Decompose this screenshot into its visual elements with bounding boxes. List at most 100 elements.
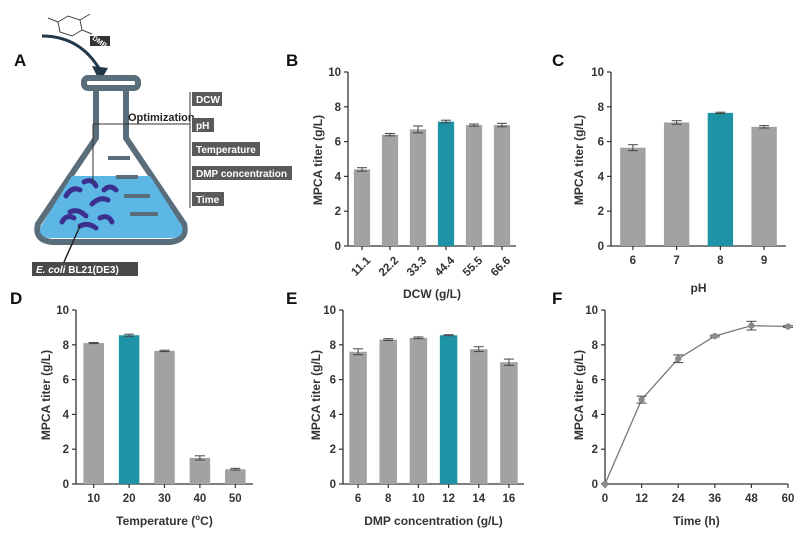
y-axis-title: MPCA titer (g/L) (572, 115, 586, 205)
y-tick-label: 2 (598, 206, 604, 218)
data-point (675, 355, 682, 362)
x-tick-label: 44.4 (433, 254, 458, 279)
series-line (604, 325, 789, 485)
x-tick-label: 60 (782, 493, 795, 505)
panel-d: D 0 2 4 6 8 10 MPCA titer (g/L) Temperature (oC)… (10, 289, 253, 528)
x-tick-label: 8 (717, 255, 724, 267)
x-tick-label: 10 (87, 493, 100, 505)
panel-letter-c: C (552, 51, 564, 70)
y-tick-label: 6 (592, 375, 598, 387)
flask-mouth (81, 75, 141, 91)
data-point (601, 480, 609, 488)
panel-e: E 0 2 4 6 8 10 MPCA titer (g/L) DMP concentratio… (286, 289, 524, 528)
x-tick-label: 10 (412, 493, 425, 505)
y-tick-label: 4 (63, 409, 70, 421)
y-tick-label: 2 (335, 206, 341, 218)
y-tick-label: 0 (63, 479, 69, 491)
y-tick-label: 4 (335, 171, 342, 183)
arrow-icon (41, 34, 102, 71)
panel-letter-b: B (286, 51, 298, 70)
factor-box-ph (192, 118, 214, 132)
panel-letter-d: D (10, 289, 22, 308)
x-tick-label: 36 (708, 493, 721, 505)
x-tick-label: 0 (602, 493, 608, 505)
panel-letter-e: E (286, 289, 297, 308)
bar (663, 122, 690, 246)
y-tick-label: 8 (335, 102, 342, 114)
y-tick-label: 10 (585, 305, 598, 317)
factor-box-dcw (192, 92, 222, 106)
y-tick-label: 6 (63, 375, 69, 387)
dmp-tag-bg (90, 36, 110, 46)
x-tick-label: 22.2 (377, 255, 401, 279)
bar (83, 343, 104, 484)
dmp-molecule-icon (47, 13, 93, 37)
optimization-label: Optimization (128, 112, 195, 124)
strain-box (32, 262, 138, 276)
bar (353, 169, 371, 246)
bar (751, 126, 777, 246)
x-tick-label: 24 (672, 493, 685, 505)
y-tick-label: 8 (598, 102, 605, 114)
bar (470, 349, 488, 484)
data-point (784, 323, 792, 330)
y-tick-label: 6 (330, 375, 336, 387)
y-tick-label: 6 (335, 137, 341, 149)
x-tick-label: 33.3 (405, 255, 429, 279)
x-tick-label: 20 (123, 493, 136, 505)
x-tick-label: 30 (158, 493, 171, 505)
y-tick-label: 6 (598, 137, 604, 149)
data-point (638, 396, 645, 403)
data-point (711, 332, 718, 340)
x-tick-label: 48 (745, 493, 758, 505)
factor-temperature: Temperature (196, 145, 256, 156)
panel-a: A DMP (14, 13, 292, 276)
y-tick-label: 10 (591, 67, 604, 79)
x-axis-title: DMP concentration (g/L) (364, 514, 502, 528)
y-tick-label: 4 (598, 171, 605, 183)
y-tick-label: 2 (330, 444, 336, 456)
panel-c: C 0 2 4 6 8 10 MPCA titer (g/L) pH 6 7 8 9 (552, 51, 786, 295)
y-tick-label: 10 (323, 305, 336, 317)
factor-dmp: DMP concentration (196, 169, 287, 180)
x-axis-title: pH (691, 281, 707, 295)
y-tick-label: 8 (63, 340, 70, 352)
y-axis-title: MPCA titer (g/L) (572, 350, 586, 440)
factor-box-time (192, 192, 224, 206)
culture-liquid (40, 176, 183, 238)
y-tick-label: 4 (592, 409, 599, 421)
x-tick-label: 50 (229, 493, 242, 505)
y-tick-label: 8 (592, 340, 599, 352)
y-tick-label: 0 (592, 479, 598, 491)
x-tick-label: 55.5 (461, 254, 486, 279)
y-tick-label: 0 (335, 241, 341, 253)
x-tick-label: 11.1 (349, 254, 373, 278)
bacteria-icon (59, 178, 119, 231)
x-axis-title: Temperature (oC) (116, 513, 213, 528)
bar (154, 350, 175, 484)
x-tick-label: 7 (673, 255, 679, 267)
strain-pointer (63, 225, 81, 263)
x-tick-label: 66.6 (489, 255, 513, 279)
factor-ph: pH (196, 121, 209, 132)
strain-label: E. coli BL21(DE3) (36, 265, 119, 276)
y-tick-label: 10 (328, 67, 341, 79)
factor-dcw: DCW (196, 95, 220, 106)
x-tick-label: 40 (194, 493, 207, 505)
panel-b: B 0 2 4 6 8 10 MPCA titer (g/L) DCW (g/L) 11.1 22.… (286, 51, 516, 301)
y-tick-label: 10 (56, 305, 69, 317)
bar (409, 337, 428, 484)
x-axis-title: DCW (g/L) (403, 287, 461, 301)
y-tick-label: 0 (330, 479, 336, 491)
bar (349, 351, 367, 484)
bar (225, 469, 246, 484)
arrow-head-icon (92, 66, 108, 82)
bar (409, 129, 427, 246)
y-tick-label: 8 (330, 340, 337, 352)
x-tick-label: 12 (442, 493, 455, 505)
bar (381, 134, 399, 246)
x-tick-label: 6 (630, 255, 636, 267)
panel-letter-a: A (14, 51, 26, 70)
